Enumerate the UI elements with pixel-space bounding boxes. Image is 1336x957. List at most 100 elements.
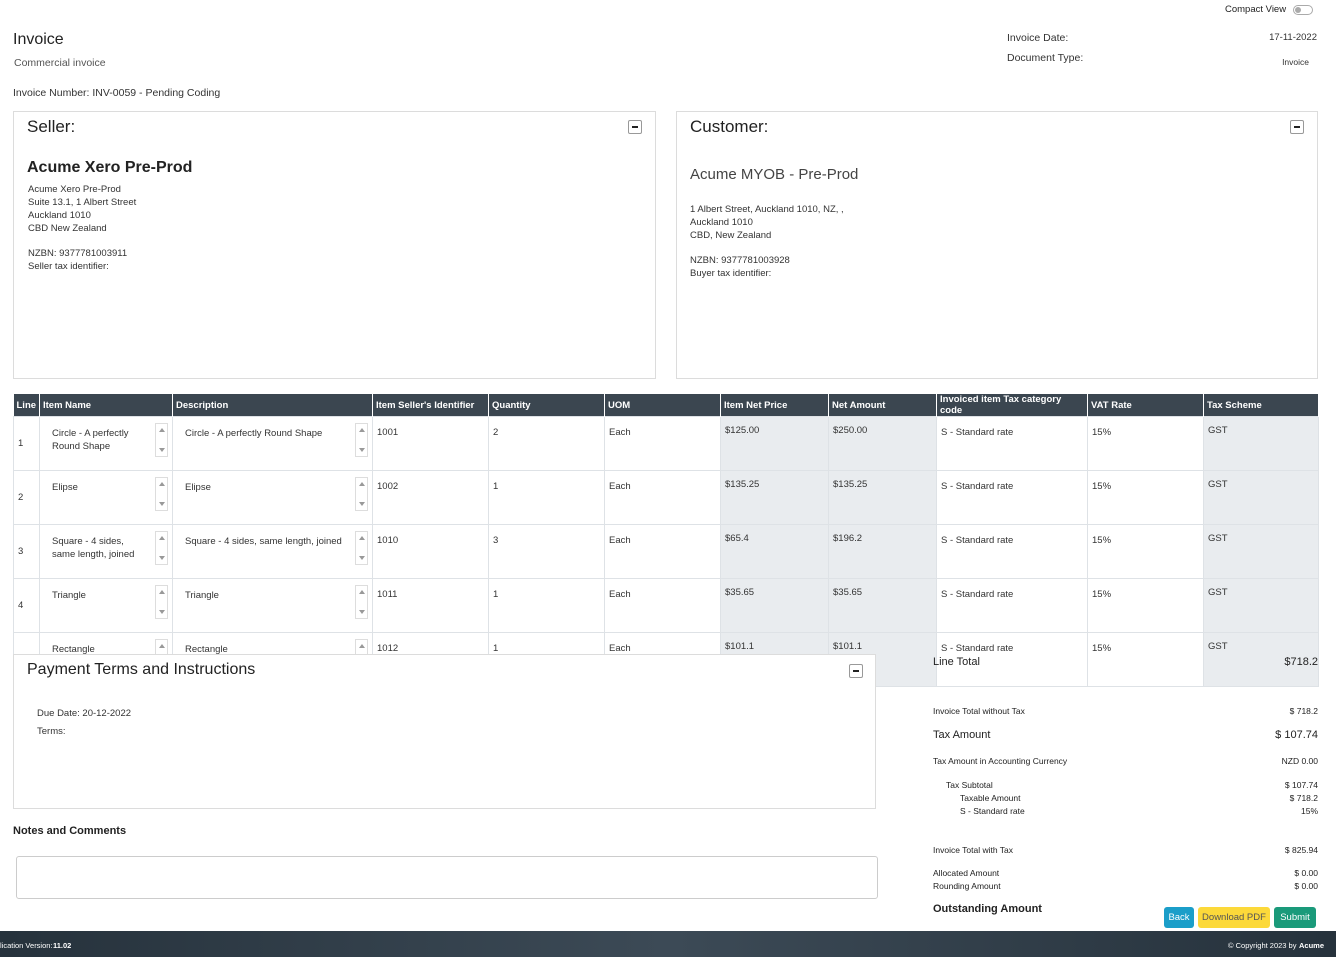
cell: Each bbox=[604, 470, 721, 525]
cell: $196.2 bbox=[828, 524, 937, 579]
total-value: $ 825.94 bbox=[1284, 845, 1318, 855]
total-label: Tax Amount in Accounting Currency bbox=[933, 756, 1068, 766]
line-items-table: Line Item Name Description Item Seller's Id… bbox=[13, 394, 1319, 687]
total-row: Tax Amount $ 107.74 bbox=[933, 729, 1318, 743]
column-header: Item Seller's Identifier bbox=[372, 394, 489, 417]
text-area[interactable]: Rectangle bbox=[52, 644, 95, 655]
total-value: 15% bbox=[1300, 806, 1318, 816]
total-row: S - Standard rate 15% bbox=[933, 806, 1318, 820]
submit-button[interactable]: Submit bbox=[1274, 907, 1316, 928]
document-type-label: Document Type: bbox=[1007, 52, 1084, 64]
copyright: © Copyright 2023 by bbox=[1228, 941, 1297, 950]
cell: 15% bbox=[1087, 416, 1204, 471]
seller-address: Acume Xero Pre-Prod Suite 13.1, 1 Albert … bbox=[28, 183, 136, 235]
compact-view-toggle[interactable] bbox=[1293, 5, 1313, 15]
total-label: Line Total bbox=[933, 656, 980, 668]
text-area[interactable]: Rectangle bbox=[185, 644, 228, 655]
total-value: $ 107.74 bbox=[1284, 780, 1318, 790]
total-value: $718.2 bbox=[1284, 656, 1318, 668]
cell: S - Standard rate bbox=[936, 632, 1088, 687]
text-area[interactable]: Square - 4 sides, same length, joined bbox=[185, 536, 342, 547]
cell: Each bbox=[604, 524, 721, 579]
cell: GST bbox=[1203, 470, 1319, 525]
spinner bbox=[355, 477, 368, 511]
address-line: CBD New Zealand bbox=[28, 223, 107, 234]
text-area[interactable]: Circle - A perfectly Round Shape bbox=[52, 428, 129, 452]
cell: $65.4 bbox=[720, 524, 829, 579]
text-area[interactable]: Square - 4 sides, same length, joined bbox=[52, 536, 135, 560]
address-line: Auckland 1010 bbox=[690, 217, 753, 228]
customer-heading: Customer: bbox=[690, 117, 769, 136]
item-row: 4 Triangle Triangle 1011 1 Each $35.65 $35.65 S … bbox=[13, 578, 1319, 633]
cell: Each bbox=[604, 416, 721, 471]
total-label: Invoice Total with Tax bbox=[933, 845, 1014, 855]
total-label: Taxable Amount bbox=[960, 793, 1021, 803]
seller-name: Acume Xero Pre-Prod bbox=[27, 159, 193, 176]
total-value: $ 107.74 bbox=[1275, 729, 1318, 741]
column-header: Tax Scheme bbox=[1203, 394, 1319, 417]
collapse-button[interactable] bbox=[849, 664, 863, 678]
address-line: Suite 13.1, 1 Albert Street bbox=[28, 197, 137, 208]
total-value: $ 718.2 bbox=[1289, 706, 1318, 716]
cell: 1 bbox=[13, 416, 40, 471]
cell: GST bbox=[1203, 632, 1319, 687]
total-row: Line Total $718.2 bbox=[933, 656, 1318, 670]
column-header: Quantity bbox=[488, 394, 605, 417]
total-row: Invoice Total without Tax $ 718.2 bbox=[933, 706, 1318, 720]
cell: S - Standard rate bbox=[936, 416, 1088, 471]
cell: Circle - A perfectly Round Shape bbox=[39, 416, 173, 471]
brand: Acume bbox=[1299, 941, 1325, 950]
total-row: Outstanding Amount bbox=[933, 903, 1318, 917]
total-label: S - Standard rate bbox=[960, 806, 1025, 816]
total-row: Allocated Amount $ 0.00 bbox=[933, 868, 1318, 882]
seller-tax-id: Seller tax identifier: bbox=[28, 261, 109, 272]
column-header: VAT Rate bbox=[1087, 394, 1204, 417]
cell: 1 bbox=[488, 470, 605, 525]
cell: $125.00 bbox=[720, 416, 829, 471]
cell: S - Standard rate bbox=[936, 578, 1088, 633]
version: 11.02 bbox=[53, 941, 72, 950]
invoice-date-label: Invoice Date: bbox=[1007, 32, 1069, 44]
due-date: Due Date: 20-12-2022 bbox=[37, 708, 132, 719]
text-area[interactable]: Circle - A perfectly Round Shape bbox=[185, 428, 323, 439]
text-area[interactable]: Elipse bbox=[52, 482, 78, 493]
customer-tax-id: Buyer tax identifier: bbox=[690, 268, 772, 279]
total-value: $ 718.2 bbox=[1289, 793, 1318, 803]
payment-panel: Payment Terms and Instructions Due Date:… bbox=[13, 654, 876, 809]
spinner bbox=[155, 531, 168, 565]
subtitle: Commercial invoice bbox=[14, 57, 106, 69]
notes-input[interactable] bbox=[16, 856, 878, 899]
invoice-date: 17-11-2022 bbox=[1269, 32, 1317, 43]
collapse-button[interactable] bbox=[1290, 120, 1304, 134]
spinner bbox=[355, 423, 368, 457]
address-line: CBD, New Zealand bbox=[690, 230, 772, 241]
cell: 15% bbox=[1087, 578, 1204, 633]
address-line: Acume Xero Pre-Prod bbox=[28, 184, 121, 195]
terms: Terms: bbox=[37, 726, 66, 737]
item-row: 2 Elipse Elipse 1002 1 Each $135.25 $135.25 S - … bbox=[13, 470, 1319, 525]
total-label: Outstanding Amount bbox=[933, 903, 1042, 915]
column-header: Item Name bbox=[39, 394, 173, 417]
collapse-button[interactable] bbox=[628, 120, 642, 134]
cell: $35.65 bbox=[828, 578, 937, 633]
text-area[interactable]: Triangle bbox=[52, 590, 86, 601]
customer-name: Acume MYOB - Pre-Prod bbox=[690, 166, 859, 183]
cell: 15% bbox=[1087, 632, 1204, 687]
customer-address: 1 Albert Street, Auckland 1010, NZ, , Auc… bbox=[690, 203, 844, 242]
cell: $250.00 bbox=[828, 416, 937, 471]
spinner bbox=[155, 477, 168, 511]
download-pdf-button[interactable]: Download PDF bbox=[1198, 907, 1270, 928]
spinner bbox=[355, 585, 368, 619]
back-button[interactable]: Back bbox=[1164, 907, 1194, 928]
cell: 15% bbox=[1087, 524, 1204, 579]
page-title: Invoice bbox=[13, 31, 64, 48]
column-header: Line bbox=[13, 394, 40, 417]
text-area[interactable]: Triangle bbox=[185, 590, 219, 601]
spinner bbox=[155, 585, 168, 619]
customer-panel: Customer: Acume MYOB - Pre-Prod 1 Albert… bbox=[676, 111, 1318, 379]
cell: $135.25 bbox=[828, 470, 937, 525]
cell: Each bbox=[604, 578, 721, 633]
text-area[interactable]: Elipse bbox=[185, 482, 211, 493]
seller-heading: Seller: bbox=[27, 117, 76, 136]
